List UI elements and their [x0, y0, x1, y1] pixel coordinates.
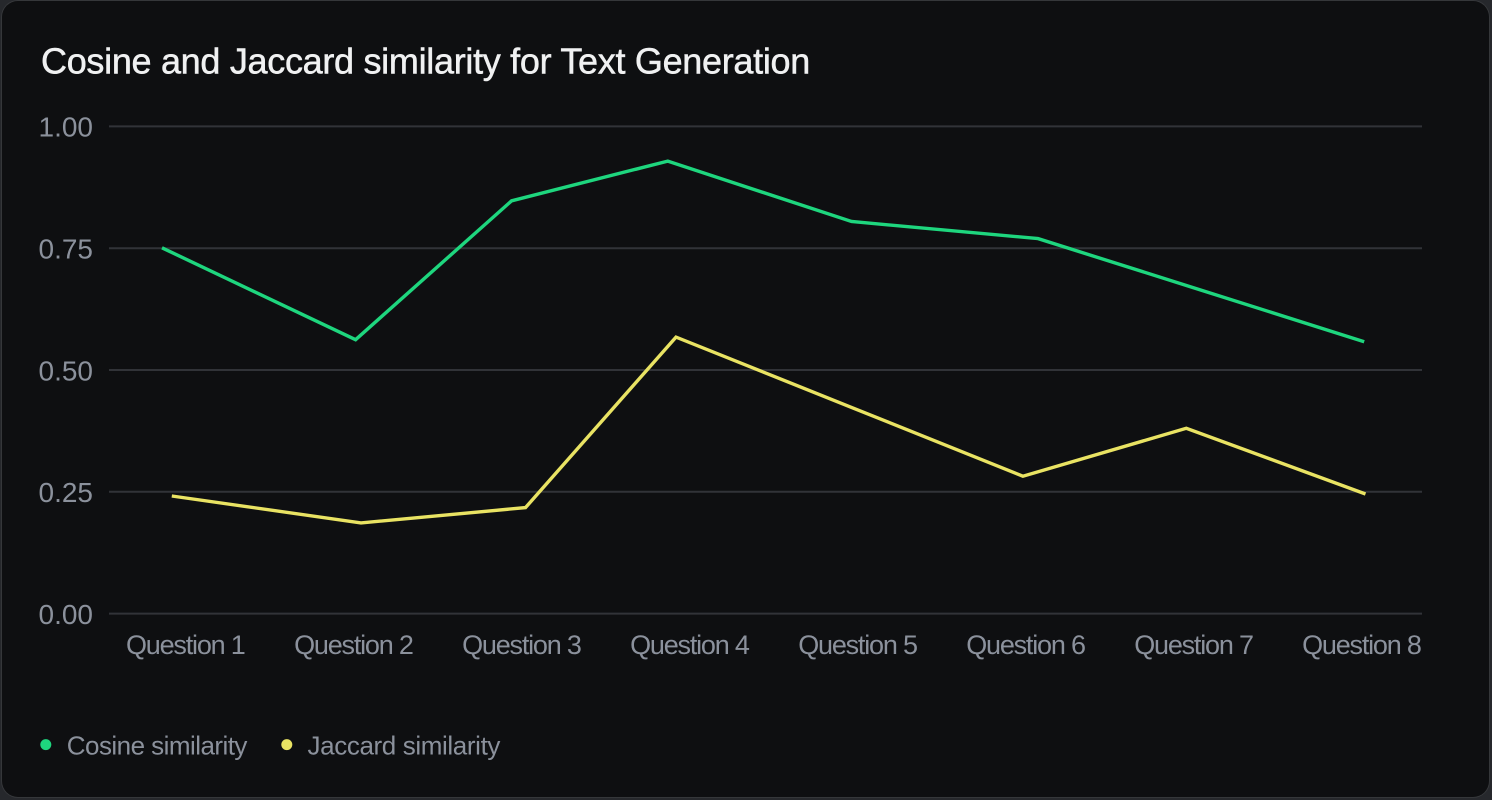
svg-text:Question 5: Question 5 — [798, 630, 917, 660]
svg-text:Cosine and Jaccard similarity: Cosine and Jaccard similarity for Text G… — [41, 41, 810, 82]
svg-text:0.75: 0.75 — [39, 234, 94, 265]
svg-text:Question 6: Question 6 — [966, 630, 1085, 660]
svg-text:Question 8: Question 8 — [1302, 630, 1421, 660]
svg-text:Question 3: Question 3 — [462, 630, 581, 660]
svg-text:Cosine similarity: Cosine similarity — [67, 731, 248, 761]
svg-text:0.50: 0.50 — [39, 355, 94, 386]
svg-text:Question 2: Question 2 — [294, 630, 413, 660]
svg-text:Question 1: Question 1 — [126, 630, 245, 660]
svg-text:Question 7: Question 7 — [1134, 630, 1253, 660]
svg-text:1.00: 1.00 — [39, 112, 94, 143]
svg-text:Jaccard similarity: Jaccard similarity — [308, 731, 501, 761]
svg-text:Question 4: Question 4 — [630, 630, 750, 660]
svg-text:0.25: 0.25 — [39, 477, 94, 508]
svg-text:0.00: 0.00 — [39, 599, 94, 630]
